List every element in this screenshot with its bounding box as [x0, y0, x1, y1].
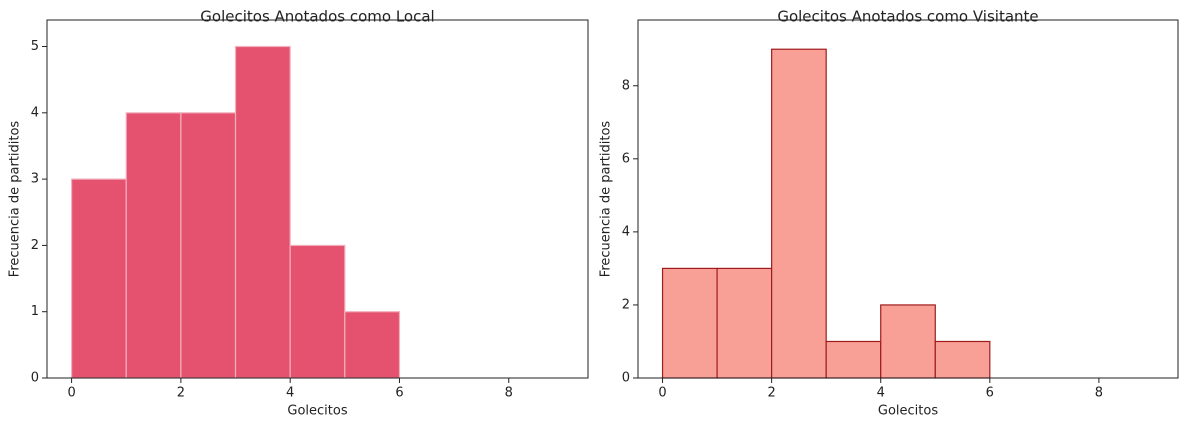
y-tick-label: 0: [622, 371, 630, 386]
axes-frame: [637, 19, 1179, 379]
histogram-bar: [934, 340, 991, 379]
y-tick-label: 4: [31, 105, 39, 120]
x-tick-label: 6: [395, 386, 403, 401]
y-axis-label: Frecuencia de partiditos: [599, 121, 614, 278]
histogram-bar: [289, 244, 346, 379]
y-axis-label: Frecuencia de partiditos: [8, 121, 23, 278]
subplot: Golecitos Anotados como Local Golecitos Fr…: [8, 8, 589, 419]
y-tick-label: 2: [31, 238, 39, 253]
y-tick-label: 2: [622, 297, 630, 312]
histogram-bar: [125, 112, 182, 379]
x-tick-label: 4: [877, 386, 885, 401]
y-tick-label: 3: [31, 172, 39, 187]
y-tick-label: 6: [622, 151, 630, 166]
x-tick-label: 0: [658, 386, 666, 401]
y-tick-label: 1: [31, 304, 39, 319]
histogram-bar: [180, 112, 237, 379]
x-tick-label: 6: [986, 386, 994, 401]
histogram-bar: [880, 304, 936, 379]
histogram-bar: [234, 45, 291, 379]
chart-title: Golecitos Anotados como Visitante: [777, 8, 1038, 26]
x-tick-label: 8: [505, 386, 513, 401]
x-tick-label: 0: [67, 386, 75, 401]
y-tick-label: 5: [31, 39, 39, 54]
histogram-bar: [825, 340, 882, 379]
subplot: Golecitos Anotados como Visitante Golecit…: [599, 8, 1179, 419]
x-tick-label: 8: [1095, 386, 1103, 401]
y-tick-label: 0: [31, 371, 39, 386]
y-tick-label: 4: [622, 224, 630, 239]
axes-frame: [46, 19, 589, 379]
x-tick-label: 4: [286, 386, 294, 401]
y-tick-label: 8: [622, 78, 630, 93]
x-tick-label: 2: [177, 386, 185, 401]
histogram-bar: [344, 311, 401, 379]
histogram-bar: [661, 267, 718, 379]
x-tick-label: 2: [767, 386, 775, 401]
x-axis-label: Golecitos: [287, 404, 347, 419]
x-axis-label: Golecitos: [878, 404, 938, 419]
chart-title: Golecitos Anotados como Local: [200, 8, 434, 26]
histogram-bar: [70, 178, 127, 379]
histogram-bar: [716, 267, 773, 379]
histogram-bar: [771, 48, 827, 379]
